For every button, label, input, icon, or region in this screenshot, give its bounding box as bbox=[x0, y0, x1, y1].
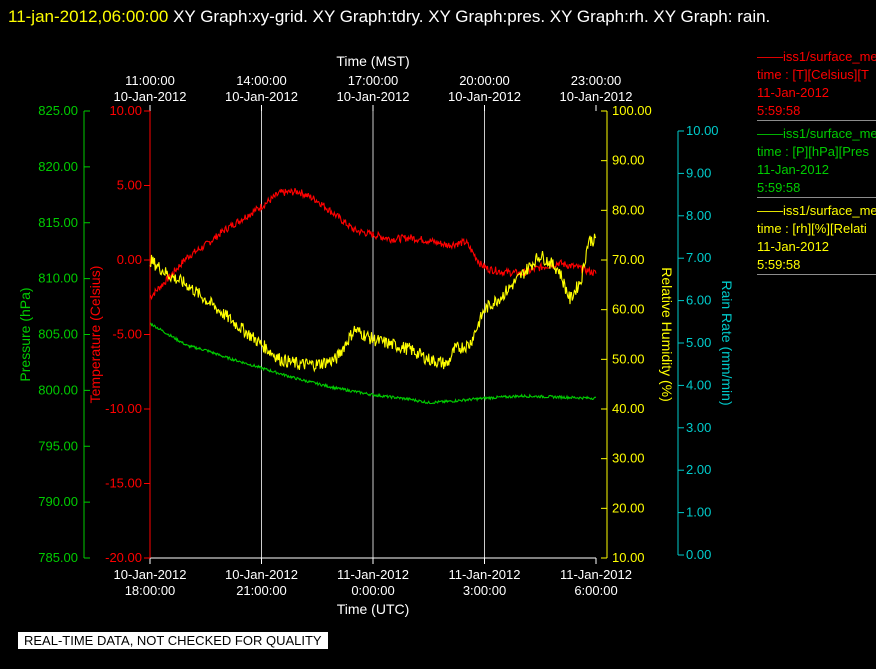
pressure-series-line bbox=[149, 322, 597, 405]
rain-tick-label: 1.00 bbox=[686, 505, 711, 520]
legend-source: ——iss1/surface_met bbox=[757, 203, 876, 218]
timestamp: 11-jan-2012,06:00:00 bbox=[8, 7, 169, 26]
legend-variable: time : [P][hPa][Pres bbox=[757, 144, 869, 159]
pressure-tick-label: 795.00 bbox=[38, 438, 78, 453]
pressure-tick-label: 790.00 bbox=[38, 494, 78, 509]
x-tick-label: 11:00:00 bbox=[125, 73, 175, 88]
humidity-tick-label: 20.00 bbox=[612, 500, 645, 515]
rain-tick-label: 0.00 bbox=[686, 547, 711, 562]
legend-entry-humidity: ——iss1/surface_met time : [rh][%][Relati… bbox=[757, 202, 876, 275]
legend: ——iss1/surface_met time : [T][Celsius][T… bbox=[757, 48, 876, 279]
temperature-tick-label: -10.00 bbox=[105, 401, 142, 416]
x-tick-label: 10-Jan-2012 bbox=[114, 567, 187, 582]
x-tick-label: 21:00:00 bbox=[236, 583, 287, 598]
legend-source: ——iss1/surface_met bbox=[757, 49, 876, 64]
rain-tick-label: 7.00 bbox=[686, 250, 711, 265]
humidity-series-line bbox=[149, 233, 597, 373]
temperature-tick-label: -5.00 bbox=[112, 327, 142, 342]
legend-date: 11-Jan-2012 bbox=[757, 85, 830, 100]
x-tick-label: 3:00:00 bbox=[463, 583, 506, 598]
chart-header: 11-jan-2012,06:00:00 XY Graph:xy-grid. X… bbox=[8, 2, 858, 31]
temperature-tick-label: 0.00 bbox=[117, 252, 142, 267]
temperature-axis-title: Temperature (Celsius) bbox=[87, 266, 103, 404]
legend-variable: time : [T][Celsius][T bbox=[757, 67, 869, 82]
temperature-tick-label: 5.00 bbox=[117, 178, 142, 193]
legend-date: 11-Jan-2012 bbox=[757, 239, 830, 254]
humidity-axis-title: Relative Humidity (%) bbox=[659, 267, 675, 402]
legend-source: ——iss1/surface_met bbox=[757, 126, 876, 141]
temperature-tick-label: 10.00 bbox=[109, 103, 142, 118]
x-tick-label: 10-Jan-2012 bbox=[337, 89, 410, 104]
x-tick-label: 6:00:00 bbox=[574, 583, 617, 598]
pressure-axis-title: Pressure (hPa) bbox=[17, 287, 33, 381]
humidity-tick-label: 50.00 bbox=[612, 351, 645, 366]
humidity-tick-label: 60.00 bbox=[612, 302, 645, 317]
rain-tick-label: 10.00 bbox=[686, 123, 719, 138]
pressure-tick-label: 810.00 bbox=[38, 271, 78, 286]
x-tick-label: 11-Jan-2012 bbox=[337, 567, 409, 582]
x-tick-label: 20:00:00 bbox=[459, 73, 510, 88]
rain-tick-label: 2.00 bbox=[686, 462, 711, 477]
legend-time: 5:59:58 bbox=[757, 257, 801, 272]
humidity-tick-label: 40.00 bbox=[612, 401, 645, 416]
legend-entry-temperature: ——iss1/surface_met time : [T][Celsius][T… bbox=[757, 48, 876, 121]
temperature-tick-label: -15.00 bbox=[105, 476, 142, 491]
humidity-tick-label: 70.00 bbox=[612, 252, 645, 267]
pressure-tick-label: 805.00 bbox=[38, 327, 78, 342]
x-tick-label: 10-Jan-2012 bbox=[225, 89, 298, 104]
legend-variable: time : [rh][%][Relati bbox=[757, 221, 867, 236]
x-tick-label: 18:00:00 bbox=[125, 583, 176, 598]
rain-tick-label: 9.00 bbox=[686, 165, 711, 180]
humidity-tick-label: 100.00 bbox=[612, 103, 652, 118]
x-tick-label: 10-Jan-2012 bbox=[448, 89, 521, 104]
x-axis-title-bottom: Time (UTC) bbox=[337, 601, 410, 617]
pressure-tick-label: 785.00 bbox=[38, 550, 78, 565]
x-tick-label: 14:00:00 bbox=[236, 73, 287, 88]
x-tick-label: 11-Jan-2012 bbox=[560, 567, 632, 582]
rain-tick-label: 8.00 bbox=[686, 208, 711, 223]
legend-time: 5:59:58 bbox=[757, 180, 801, 195]
pressure-tick-label: 800.00 bbox=[38, 382, 78, 397]
quality-disclaimer: REAL-TIME DATA, NOT CHECKED FOR QUALITY bbox=[18, 632, 328, 649]
x-tick-label: 10-Jan-2012 bbox=[114, 89, 187, 104]
rain-axis-title: Rain Rate (mm/min) bbox=[719, 280, 735, 405]
graph-titles: XY Graph:xy-grid. XY Graph:tdry. XY Grap… bbox=[168, 7, 771, 26]
humidity-tick-label: 30.00 bbox=[612, 451, 645, 466]
humidity-tick-label: 80.00 bbox=[612, 202, 645, 217]
legend-time: 5:59:58 bbox=[757, 103, 801, 118]
x-tick-label: 0:00:00 bbox=[351, 583, 394, 598]
temperature-tick-label: -20.00 bbox=[105, 550, 142, 565]
pressure-tick-label: 820.00 bbox=[38, 159, 78, 174]
rain-tick-label: 4.00 bbox=[686, 377, 711, 392]
legend-entry-pressure: ——iss1/surface_met time : [P][hPa][Pres … bbox=[757, 125, 876, 198]
x-tick-label: 11-Jan-2012 bbox=[448, 567, 520, 582]
legend-date: 11-Jan-2012 bbox=[757, 162, 830, 177]
x-tick-label: 23:00:00 bbox=[571, 73, 622, 88]
pressure-tick-label: 825.00 bbox=[38, 103, 78, 118]
x-axis-title-top: Time (MST) bbox=[336, 53, 409, 69]
rain-tick-label: 5.00 bbox=[686, 335, 711, 350]
x-tick-label: 10-Jan-2012 bbox=[225, 567, 298, 582]
humidity-tick-label: 10.00 bbox=[612, 550, 645, 565]
x-tick-label: 17:00:00 bbox=[348, 73, 399, 88]
humidity-tick-label: 90.00 bbox=[612, 153, 645, 168]
x-tick-label: 10-Jan-2012 bbox=[560, 89, 633, 104]
pressure-tick-label: 815.00 bbox=[38, 215, 78, 230]
rain-tick-label: 3.00 bbox=[686, 420, 711, 435]
rain-tick-label: 6.00 bbox=[686, 293, 711, 308]
